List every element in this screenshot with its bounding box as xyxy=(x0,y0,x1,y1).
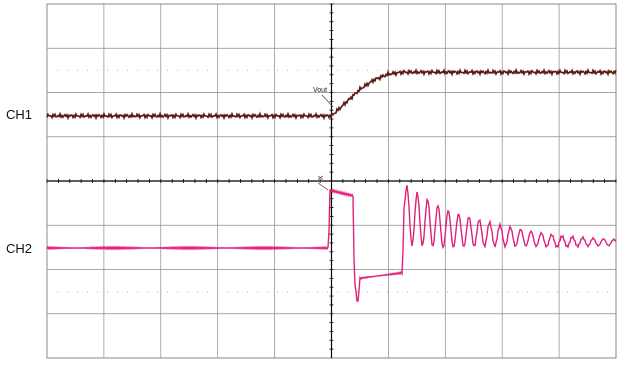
ch2-label: CH2 xyxy=(6,241,33,256)
ch2-waveform xyxy=(46,185,617,302)
ch1-label: CH1 xyxy=(6,107,33,122)
ch2-annotation-leader xyxy=(317,182,329,191)
ch1-waveform xyxy=(46,67,617,121)
ch1-annotation-label: Vout xyxy=(313,87,327,94)
ch1-annotation-leader xyxy=(321,94,334,108)
ch2-annotation-label: IX xyxy=(318,175,325,182)
